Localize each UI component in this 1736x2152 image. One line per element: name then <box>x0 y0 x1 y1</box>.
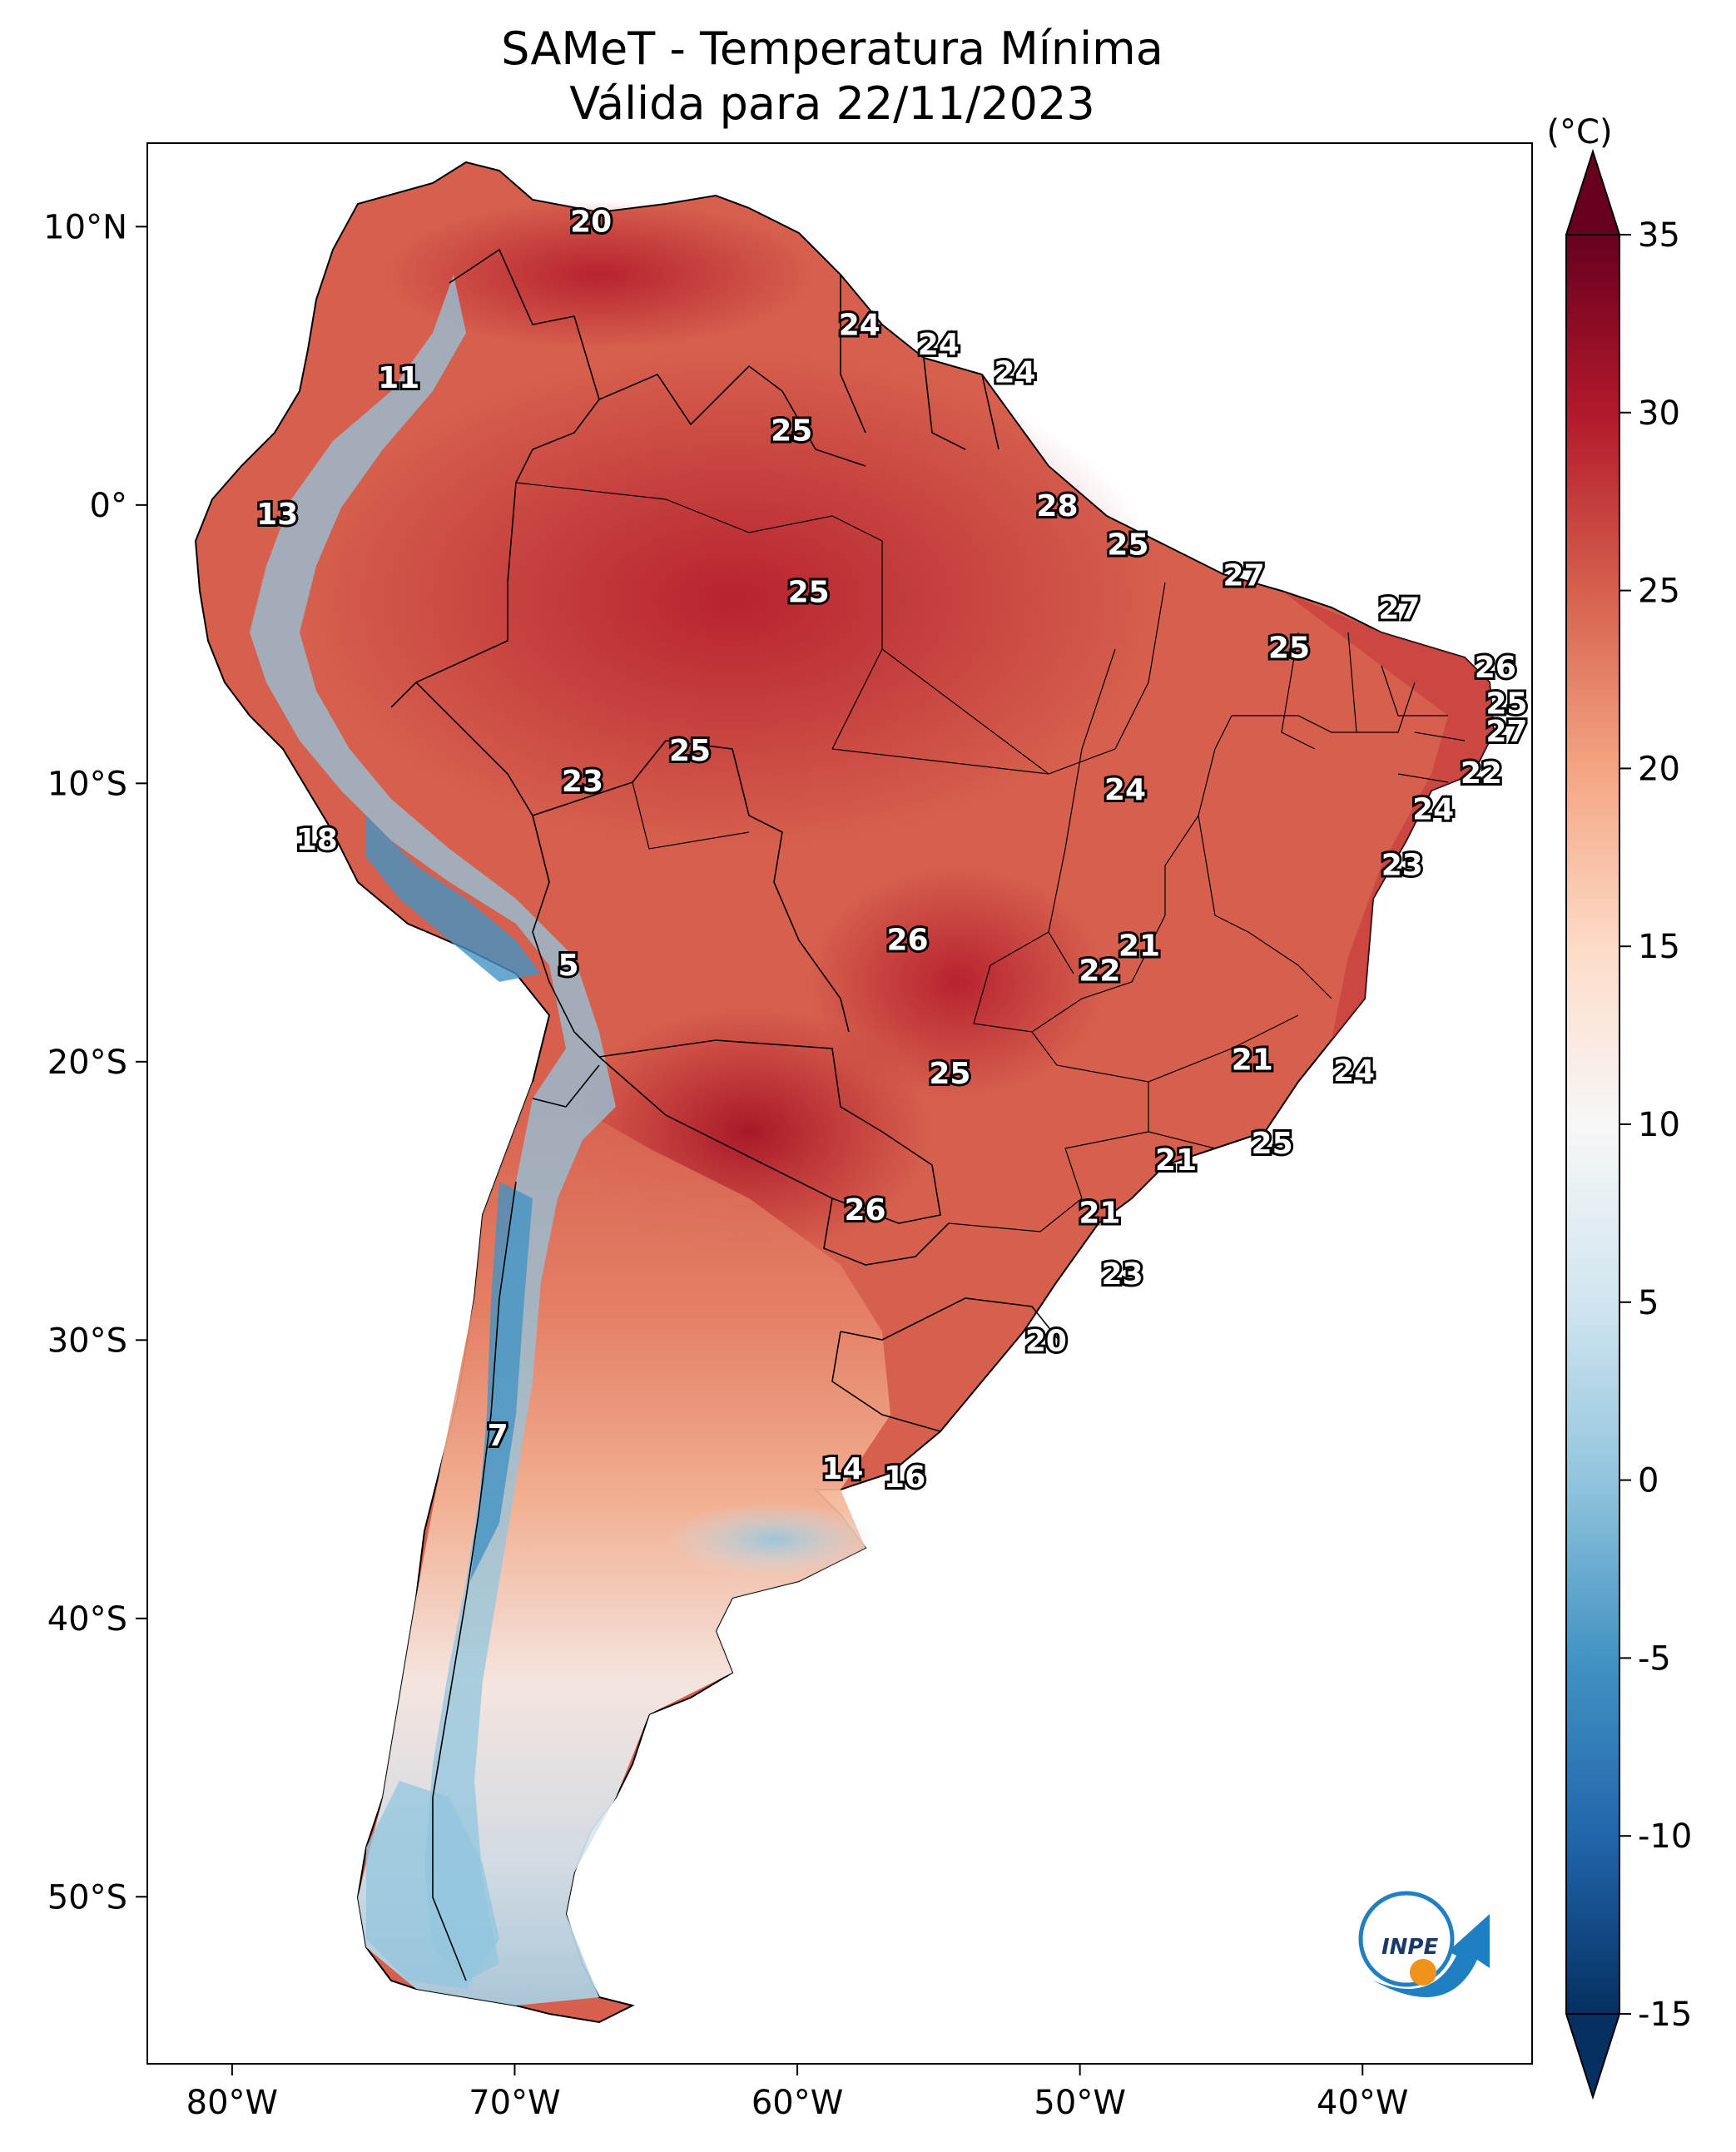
temperature-label: 20 <box>570 206 612 240</box>
mato-grosso-region <box>807 865 1107 1098</box>
lon-tick-label: 40°W <box>1317 2084 1408 2122</box>
lat-tick-label: 50°S <box>47 1878 127 1916</box>
temperature-label: 26 <box>1475 651 1516 685</box>
temperature-label: 20 <box>1025 1324 1067 1358</box>
lon-tick-label: 50°W <box>1034 2084 1125 2122</box>
temperature-label: 25 <box>929 1057 970 1091</box>
temperature-label: 26 <box>886 924 928 958</box>
colorbar-tick-label: 15 <box>1638 928 1680 966</box>
lon-tick-label: 60°W <box>751 2084 843 2122</box>
temperature-label: 27 <box>1486 715 1527 749</box>
temperature-label: 22 <box>1079 954 1120 988</box>
map-frame <box>146 142 1533 2065</box>
amazon-warm-region <box>300 350 1165 849</box>
colorbar-tick-label: 30 <box>1638 394 1680 433</box>
lon-tick-label: 80°W <box>186 2084 278 2122</box>
andes-deep-cold <box>366 816 541 1581</box>
lon-tick-label: 70°W <box>469 2084 560 2122</box>
lon-tick-labels: 80°W 70°W 60°W 50°W 40°W <box>186 2084 1409 2122</box>
temperature-label: 24 <box>1104 773 1146 807</box>
state-borders <box>515 482 1466 1232</box>
colorbar-tick-label: -15 <box>1638 1996 1692 2034</box>
lat-tick-label: 10°N <box>43 208 127 246</box>
colorbar-tick-label: 10 <box>1638 1106 1680 1144</box>
colorbar-tick-label: 25 <box>1638 573 1680 611</box>
colorbar-unit: (°C) <box>1546 113 1612 151</box>
temperature-label: 21 <box>1118 929 1160 963</box>
colorbar-tick-label: 20 <box>1638 750 1680 788</box>
inpe-logo-arrow <box>1373 1914 1490 1997</box>
temperature-label: 25 <box>788 576 830 610</box>
colorbar-bottom-arrow <box>1565 2013 1621 2100</box>
temperature-label: 27 <box>1223 558 1265 593</box>
lat-tick-labels: 10°N 0° 10°S 20°S 30°S 40°S 50°S <box>43 208 127 1916</box>
colorbar-ticks: 35 30 25 20 15 10 5 0 -5 -10 -15 <box>1619 216 1692 2034</box>
temperature-label: 24 <box>994 355 1035 389</box>
colorbar-tick-label: -10 <box>1638 1817 1692 1856</box>
temperature-label: 25 <box>1486 687 1527 721</box>
lat-tick-label: 0° <box>90 487 127 525</box>
colorbar: (°C) 35 30 25 20 15 10 5 0 -5 -10 -15 <box>1546 113 1692 2100</box>
temperature-label: 25 <box>669 734 711 768</box>
lon-ticks <box>231 2064 1364 2075</box>
pampa-cool-region <box>666 1502 882 1577</box>
temperature-label: 24 <box>1412 792 1454 826</box>
map-area <box>194 161 1495 2024</box>
colorbar-top-arrow <box>1565 148 1621 236</box>
temperature-label: 24 <box>839 308 880 342</box>
colorbar-tick-label: 0 <box>1638 1462 1659 1500</box>
temperature-label: 28 <box>1036 489 1078 523</box>
inpe-logo: INPE <box>1358 1891 1490 1997</box>
temperature-label: 14 <box>821 1452 863 1486</box>
colorbar-tick-label: 35 <box>1638 216 1680 255</box>
coastal-warm-band <box>1282 591 1494 1040</box>
temperature-label: 27 <box>1378 593 1420 627</box>
colorbar-body <box>1565 234 1620 2015</box>
lat-ticks <box>136 226 147 1898</box>
temperature-label: 5 <box>558 949 578 983</box>
temperature-label: 16 <box>884 1460 925 1495</box>
temperature-label: 25 <box>771 414 812 449</box>
temperature-label: 23 <box>1102 1257 1143 1292</box>
temperature-label: 24 <box>918 328 960 362</box>
temperature-label: 24 <box>1333 1054 1375 1088</box>
temperature-label: 13 <box>256 498 298 532</box>
colorbar-tick-label: -5 <box>1638 1639 1671 1678</box>
inpe-logo-dot <box>1410 1959 1436 1986</box>
colorbar-tick-label: 5 <box>1638 1284 1659 1322</box>
temperature-label: 23 <box>1381 848 1423 882</box>
temperature-label: 26 <box>845 1193 886 1227</box>
temperature-label: 11 <box>378 361 419 395</box>
temperature-label: 7 <box>488 1419 508 1453</box>
andes-cold-ridge <box>250 275 616 1981</box>
lat-tick-label: 40°S <box>47 1600 127 1639</box>
temperature-label: 23 <box>562 765 603 799</box>
temperature-label: 21 <box>1079 1196 1120 1230</box>
inpe-logo-text: INPE <box>1381 1935 1438 1960</box>
temperature-label: 22 <box>1461 756 1502 791</box>
temperature-label: 25 <box>1107 528 1148 563</box>
lat-tick-label: 20°S <box>47 1044 127 1082</box>
title-line-2: Válida para 22/11/2023 <box>569 77 1095 130</box>
inpe-logo-ring <box>1358 1891 1455 1987</box>
temperature-label: 25 <box>1268 631 1310 665</box>
temperature-label: 25 <box>1252 1127 1293 1161</box>
lat-tick-label: 10°S <box>47 765 127 803</box>
title-line-1: SAMeT - Temperatura Mínima <box>501 22 1163 75</box>
venezuela-warm-region <box>383 200 816 350</box>
temperature-label: 21 <box>1155 1143 1197 1178</box>
temperature-label: 18 <box>296 823 338 857</box>
lat-tick-label: 30°S <box>47 1321 127 1360</box>
temperature-label: 21 <box>1232 1043 1273 1077</box>
chart-title: SAMeT - Temperatura Mínima Válida para 2… <box>0 22 1664 131</box>
country-borders <box>390 248 1066 1981</box>
